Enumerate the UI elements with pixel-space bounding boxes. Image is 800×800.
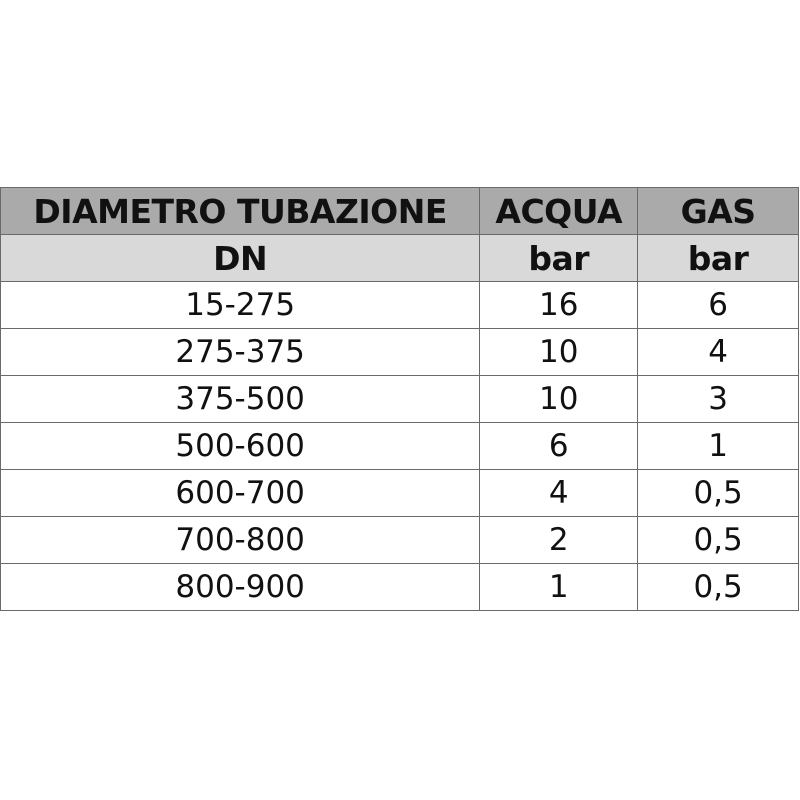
header-row: DIAMETRO TUBAZIONE ACQUA GAS — [0, 187, 799, 235]
cell-gas: 0,5 — [637, 469, 799, 517]
cell-acqua: 2 — [479, 516, 639, 564]
header-diametro: DIAMETRO TUBAZIONE — [0, 187, 481, 235]
unit-dn: DN — [0, 234, 481, 282]
cell-dn: 15-275 — [0, 281, 481, 329]
table-row: 275-375 10 4 — [0, 328, 799, 376]
unit-row: DN bar bar — [0, 234, 799, 282]
cell-acqua: 4 — [479, 469, 639, 517]
cell-gas: 4 — [637, 328, 799, 376]
cell-gas: 6 — [637, 281, 799, 329]
header-acqua: ACQUA — [479, 187, 639, 235]
cell-gas: 3 — [637, 375, 799, 423]
table-row: 375-500 10 3 — [0, 375, 799, 423]
cell-acqua: 16 — [479, 281, 639, 329]
header-gas: GAS — [637, 187, 799, 235]
cell-dn: 275-375 — [0, 328, 481, 376]
table-row: 500-600 6 1 — [0, 422, 799, 470]
cell-gas: 0,5 — [637, 563, 799, 611]
cell-gas: 0,5 — [637, 516, 799, 564]
unit-acqua: bar — [479, 234, 639, 282]
cell-gas: 1 — [637, 422, 799, 470]
table-row: 600-700 4 0,5 — [0, 469, 799, 517]
cell-acqua: 6 — [479, 422, 639, 470]
cell-dn: 375-500 — [0, 375, 481, 423]
cell-acqua: 10 — [479, 375, 639, 423]
cell-dn: 600-700 — [0, 469, 481, 517]
table-row: 15-275 16 6 — [0, 281, 799, 329]
cell-dn: 500-600 — [0, 422, 481, 470]
table-row: 800-900 1 0,5 — [0, 563, 799, 611]
table-row: 700-800 2 0,5 — [0, 516, 799, 564]
unit-gas: bar — [637, 234, 799, 282]
cell-dn: 700-800 — [0, 516, 481, 564]
cell-acqua: 10 — [479, 328, 639, 376]
cell-dn: 800-900 — [0, 563, 481, 611]
cell-acqua: 1 — [479, 563, 639, 611]
pressure-table: DIAMETRO TUBAZIONE ACQUA GAS DN bar bar … — [0, 187, 799, 611]
